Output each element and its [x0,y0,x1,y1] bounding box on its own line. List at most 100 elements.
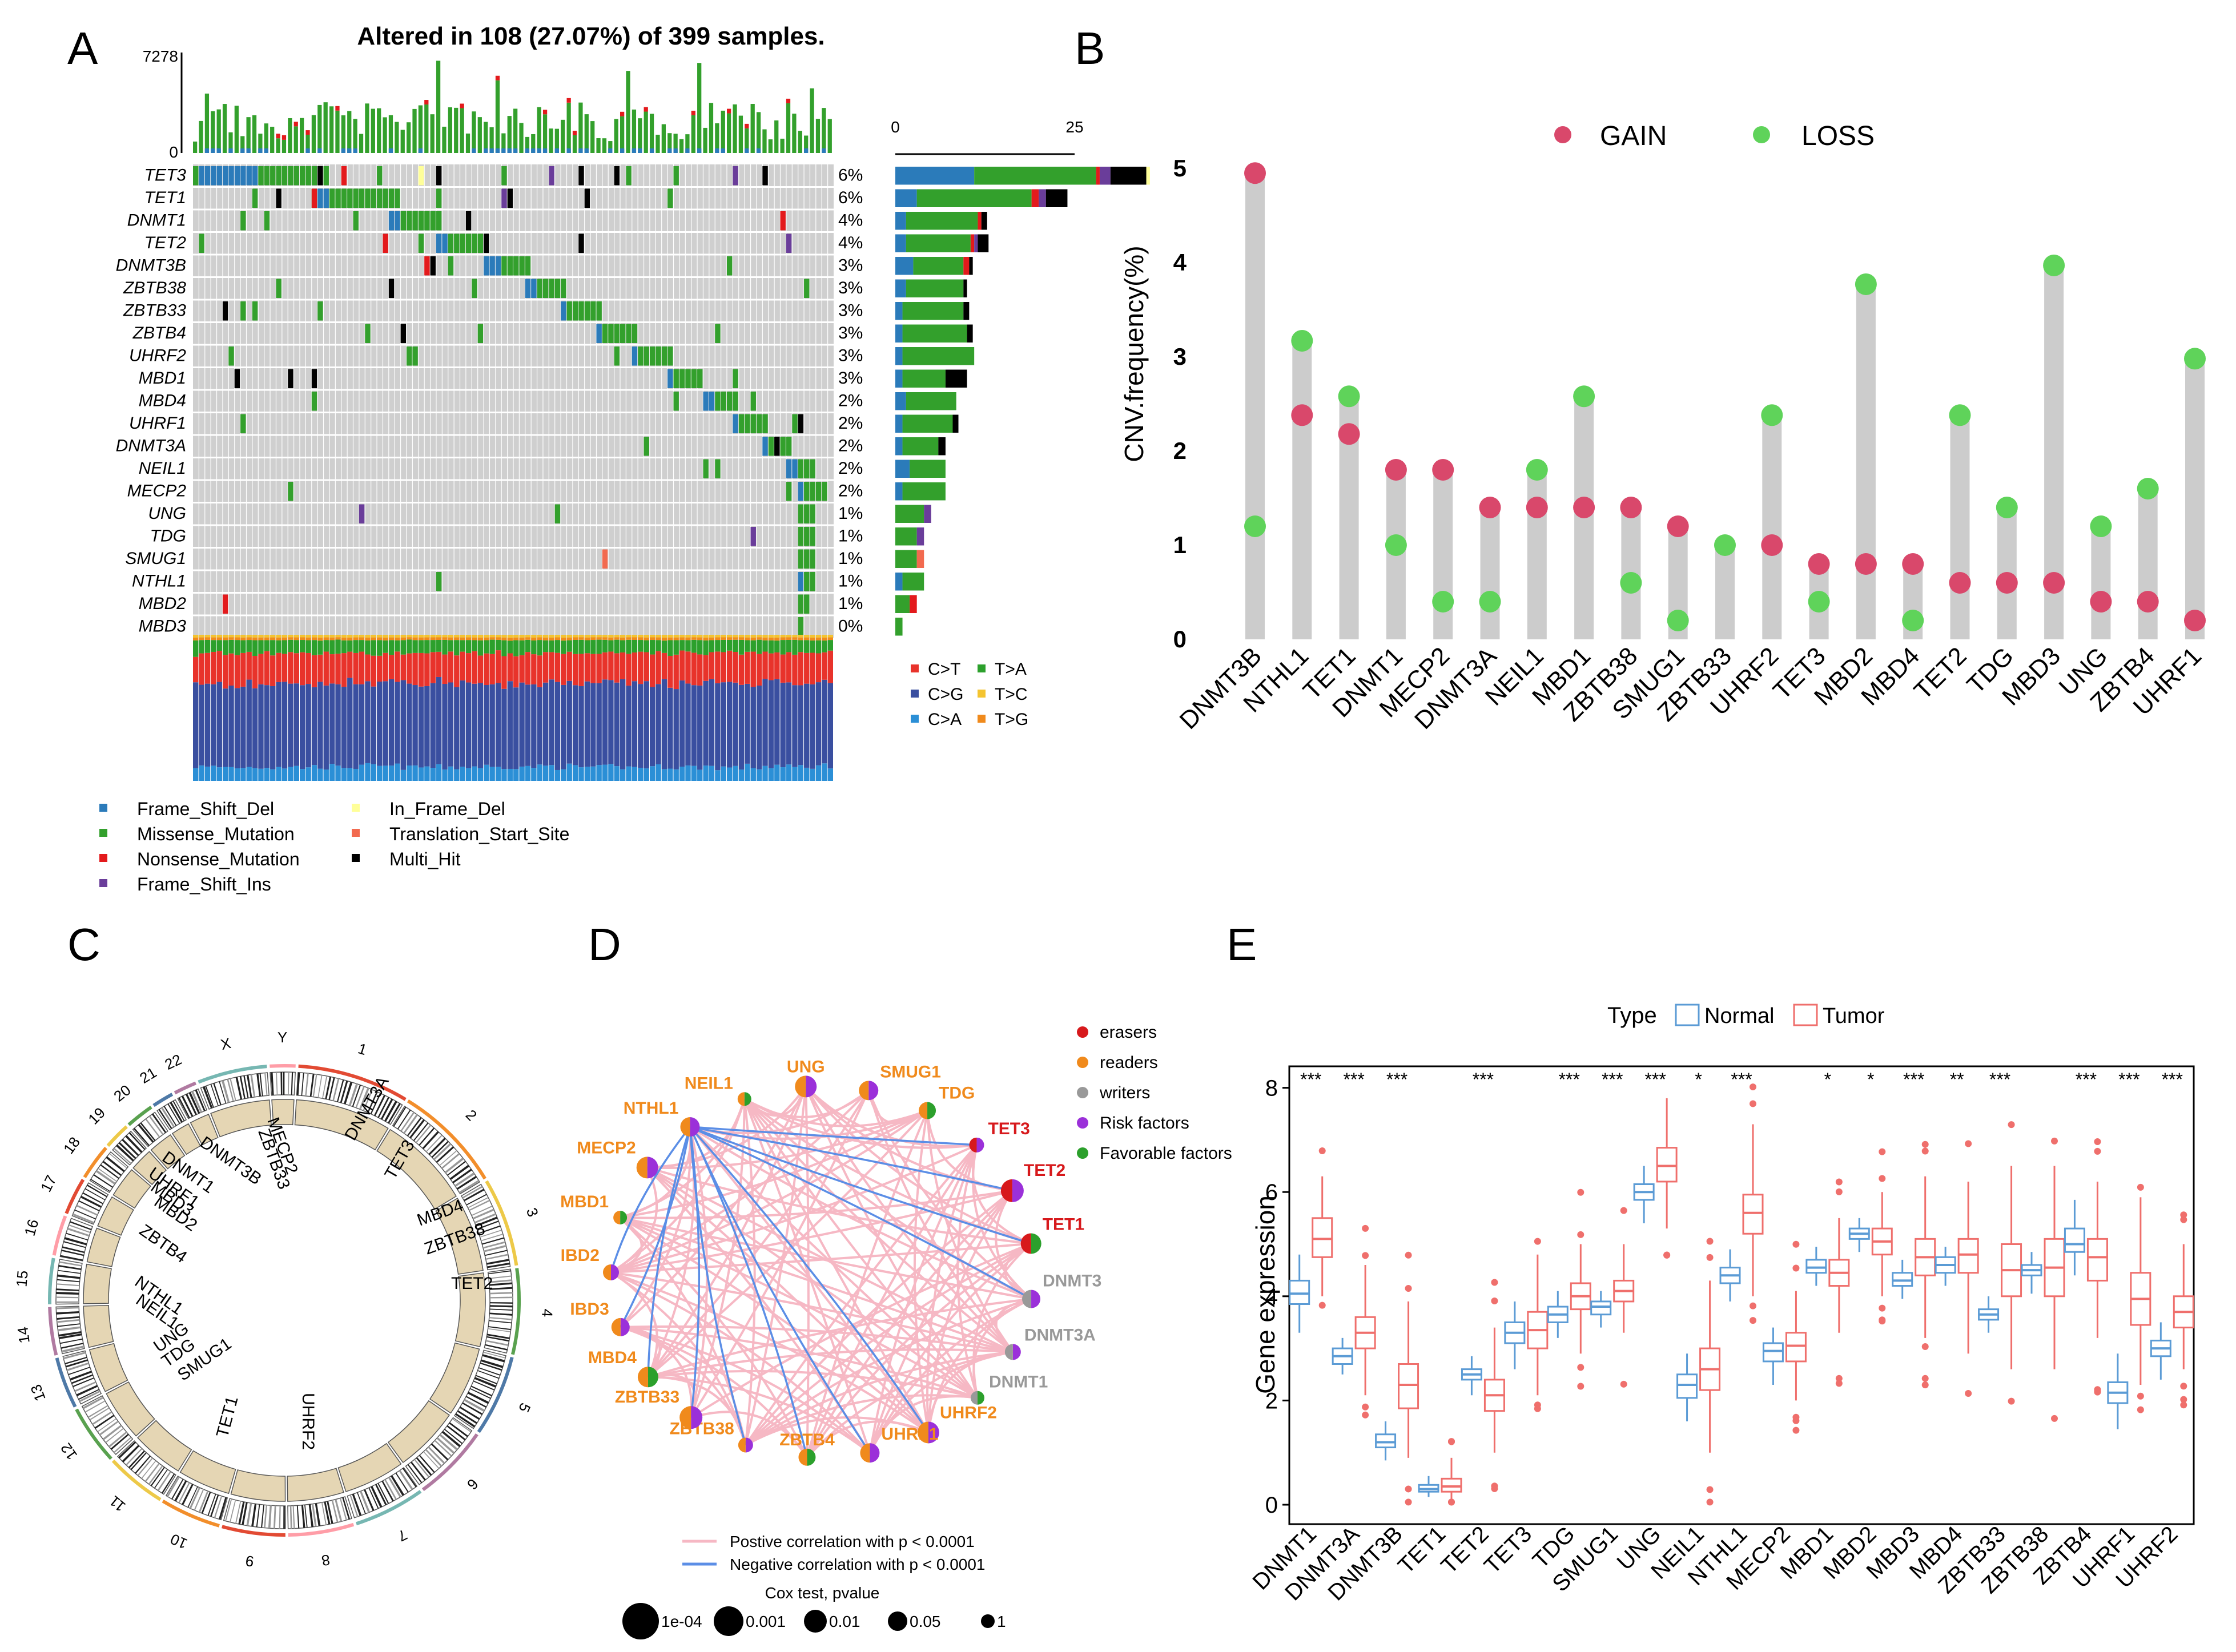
tumor-outlier-mbd4 [1965,1389,1972,1397]
stem-neil1 [1527,470,1547,639]
titv-segment [798,652,804,686]
stem-tet2 [1950,415,1970,639]
titv-segment [554,682,561,770]
titv-segment [329,635,335,638]
loss-point-mbd3 [2043,254,2065,276]
titv-segment [400,637,406,640]
mutation-tile-dnmt3b [727,256,733,276]
tumor-outlier-dnmt3a [1362,1224,1369,1232]
tmb-bar [395,122,399,153]
stem-uhrf1 [2185,358,2205,639]
normal-mecp2-box [1762,1342,1784,1363]
titv-segment [626,635,632,638]
mutation-tile-dnmt3a [768,437,774,456]
tmb-bar-nonsense [335,106,340,111]
titv-segment [407,637,412,640]
titv-segment [549,765,554,781]
ideogram-band [485,1254,509,1260]
titv-segment [400,680,406,770]
ideogram-band [68,1367,90,1375]
tmb-bar [359,134,364,153]
significance-tet2: *** [1473,1069,1494,1090]
chromosome-outer-ring-18 [83,1146,107,1178]
titv-segment [365,681,371,763]
tmb-bar-frameshift [418,148,423,153]
ideogram-band [464,1188,485,1202]
ideogram-band [415,1125,432,1143]
mutation-tile-neil1 [804,459,810,478]
gain-point-uhrf1 [2184,610,2206,631]
mutation-tile-dnmt3b [495,256,501,276]
ideogram-band [108,1431,127,1448]
titv-segment [465,635,472,638]
tmb-bar-frameshift [472,148,476,153]
tmb-bar [566,102,571,153]
titv-segment [786,639,792,652]
node-risk-half-ung [806,1075,817,1098]
node-risk-half-dnmt1 [977,1391,984,1405]
tmb-bar [317,104,322,153]
titv-segment [608,640,614,652]
chromosome-outer-ring-Y [270,1064,296,1068]
titv-segment [418,640,424,653]
tmb-bar [335,110,340,153]
mutation-tile-zbtb33 [252,301,258,321]
node-role-half-tdg [919,1102,928,1119]
titv-segment [276,635,281,638]
titv-segment [745,651,750,684]
node-role-half-dnmt1 [970,1391,978,1405]
loss-point-dnmt3a [1479,591,1501,613]
chromosome-label-12: 12 [57,1440,81,1463]
titv-segment [827,635,833,638]
titv-segment [572,637,578,640]
chromosome-label-8: 8 [320,1551,331,1569]
ideogram-band [489,1287,513,1290]
mutation-tile-uhrf1 [750,414,756,433]
titv-segment [347,637,353,640]
panel-label-e: E [1226,919,1257,970]
titv-legend-label: T>G [995,710,1028,729]
titv-segment [305,684,311,768]
titv-segment [632,637,638,640]
node-label-smug1: SMUG1 [880,1062,941,1081]
titv-segment [216,640,222,651]
titv-segment [774,652,780,679]
ideogram-band [419,1454,435,1473]
titv-segment [400,654,406,680]
ideogram-band [449,1165,470,1180]
mutation-tile-tet2 [484,233,489,253]
titv-segment [436,637,442,640]
ideogram-band [63,1241,86,1248]
tmb-bar [329,106,334,153]
ideogram-band [60,1255,83,1261]
tmb-bar-nonsense [691,110,695,115]
titv-segment [804,652,810,684]
ideogram-band [413,1122,429,1141]
titv-segment [602,637,608,640]
mutation-tile-uhrf1 [733,414,738,433]
positive-edge [868,1298,1032,1454]
mutation-tile-tet2 [472,233,477,253]
tmb-bar [815,119,821,153]
ideogram-band [57,1279,80,1283]
mutation-tile-uhrf2 [644,346,649,366]
ideogram-band [355,1086,365,1109]
loss-point-neil1 [1526,459,1548,481]
tmb-bar [495,80,500,153]
titv-segment [484,653,489,686]
node-risk-half-zbtb4 [807,1448,816,1466]
titv-segment [644,640,649,652]
chromosome-outer-ring-17 [65,1178,85,1214]
count-bar-smug1 [916,550,924,568]
tmb-bar [561,119,565,153]
titv-segment [311,637,317,640]
ideogram-band [58,1270,81,1274]
mutation-tile-uhrf2 [667,346,673,366]
titv-segment [193,656,199,683]
titv-segment [211,635,216,638]
gain-point-zbtb4 [2137,591,2159,613]
titv-segment [542,765,549,781]
gene-pct-tet2: 4% [838,233,863,252]
node-risk-half-ibd3 [620,1317,630,1336]
gain-point-dnmt3a [1479,497,1501,518]
